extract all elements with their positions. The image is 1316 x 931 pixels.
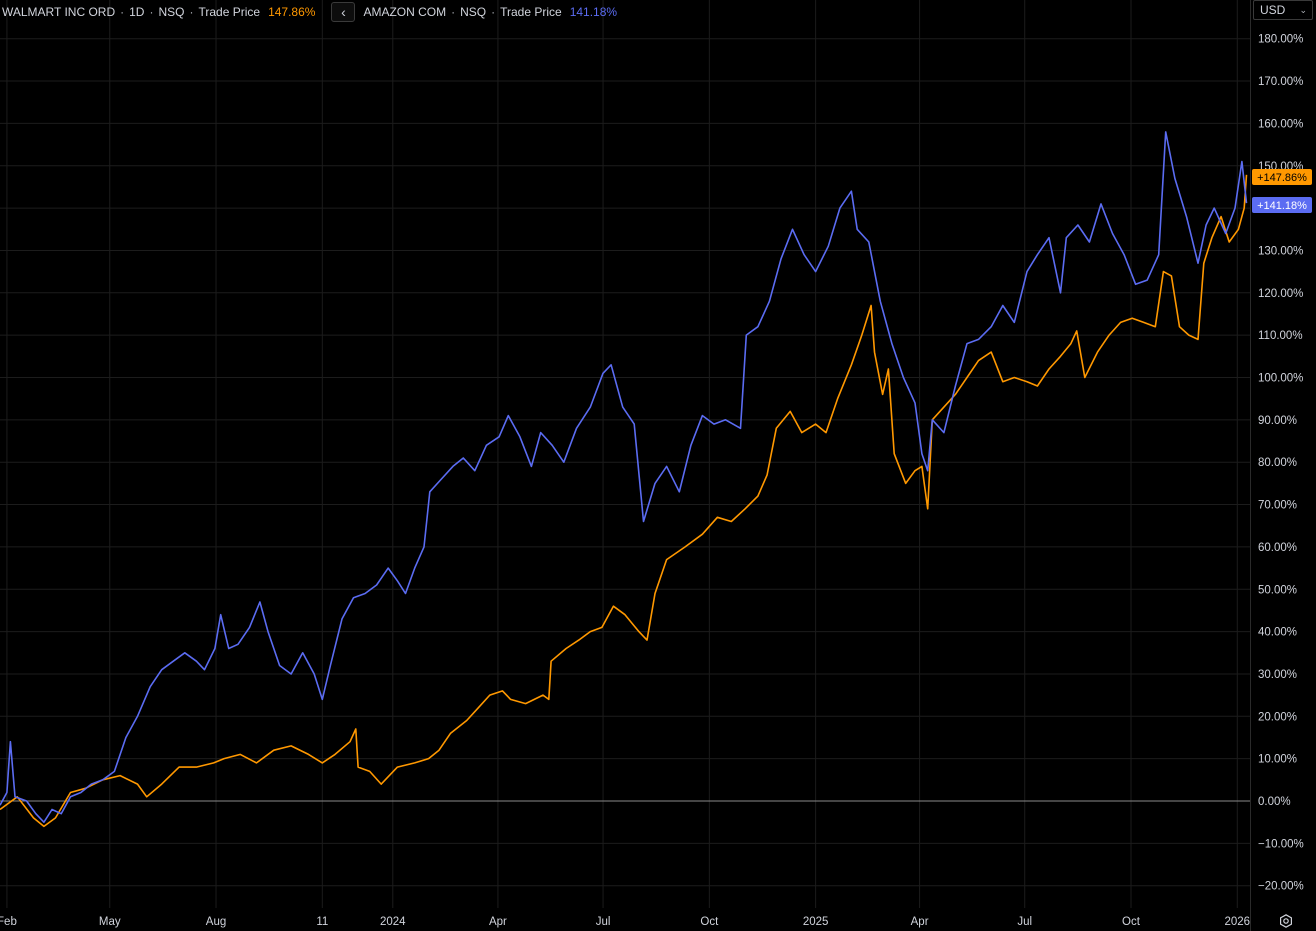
legend-walmart-interval[interactable]: 1D <box>129 5 145 19</box>
x-tick-label: Aug <box>206 916 226 928</box>
y-tick-label: 40.00% <box>1258 627 1297 639</box>
y-tick-label: 170.00% <box>1258 76 1303 88</box>
last-value-label-amazon: +141.18% <box>1252 197 1312 213</box>
last-value-label-walmart: +147.86% <box>1252 169 1312 185</box>
x-tick-label: 11 <box>316 916 328 928</box>
legend-bar: WALMART INC ORD · 1D · NSQ · Trade Price… <box>0 0 617 24</box>
y-tick-label: 0.00% <box>1258 796 1291 808</box>
last-value-text: +141.18% <box>1257 200 1307 212</box>
x-tick-label: Feb <box>0 916 17 928</box>
series-line-amazon <box>0 131 1248 824</box>
x-tick-label: Jul <box>1017 916 1032 928</box>
y-tick-label: −10.00% <box>1258 838 1304 850</box>
last-value-labels: +147.86% +141.18% <box>1252 169 1312 213</box>
x-tick-label: Oct <box>1122 916 1141 928</box>
y-tick-label: 130.00% <box>1258 245 1303 257</box>
legend-separator: · <box>189 5 194 19</box>
legend-walmart-symbol[interactable]: WALMART INC ORD <box>2 5 116 19</box>
last-value-badge <box>1252 197 1312 213</box>
chart-grid <box>0 0 1250 908</box>
x-tick-label: Apr <box>911 916 929 928</box>
y-tick-label: 30.00% <box>1258 669 1297 681</box>
chart-settings-button[interactable] <box>1276 911 1296 931</box>
y-tick-label: 20.00% <box>1258 711 1297 723</box>
legend-walmart-value: 147.86% <box>268 5 316 19</box>
last-value-badge <box>1252 169 1312 185</box>
series-layer <box>0 131 1248 828</box>
series-line-walmart <box>0 174 1248 828</box>
x-tick-label: Apr <box>489 916 507 928</box>
x-tick-label: May <box>99 916 121 928</box>
chevron-left-icon: ‹ <box>341 4 346 20</box>
legend-amazon-source: Trade Price <box>500 5 562 19</box>
legend-walmart-exchange: NSQ <box>158 5 185 19</box>
y-tick-label: 90.00% <box>1258 415 1297 427</box>
y-tick-label: 120.00% <box>1258 288 1303 300</box>
time-axis[interactable]: Feb May Aug 11 2024 Apr Jul Oct 2025 Apr Jul Oct 202… <box>0 916 1250 928</box>
legend-amazon-value: 141.18% <box>569 5 618 19</box>
y-tick-label: 10.00% <box>1258 754 1297 766</box>
y-tick-label: 110.00% <box>1258 330 1303 342</box>
legend-separator: · <box>491 5 496 19</box>
y-tick-label: 180.00% <box>1258 34 1303 46</box>
y-tick-label: 60.00% <box>1258 542 1297 554</box>
legend-amazon-symbol[interactable]: AMAZON COM <box>363 5 447 19</box>
currency-selector[interactable]: USD ⌄ <box>1253 0 1313 20</box>
x-tick-label: 2026 <box>1224 916 1250 928</box>
last-value-text: +147.86% <box>1257 172 1307 184</box>
legend-separator: · <box>451 5 456 19</box>
legend-collapse-button[interactable]: ‹ <box>331 2 356 22</box>
y-tick-label: −20.00% <box>1258 881 1304 893</box>
legend-walmart-source: Trade Price <box>198 5 261 19</box>
y-tick-label: 100.00% <box>1258 373 1303 385</box>
gear-icon <box>1280 914 1292 928</box>
y-tick-label: 160.00% <box>1258 118 1303 130</box>
y-tick-label: 70.00% <box>1258 500 1297 512</box>
legend-separator: · <box>120 5 125 19</box>
y-tick-label: 50.00% <box>1258 584 1297 596</box>
x-tick-label: 2024 <box>380 916 406 928</box>
currency-label: USD <box>1260 3 1286 17</box>
legend-amazon-exchange: NSQ <box>460 5 487 19</box>
chevron-down-icon: ⌄ <box>1299 4 1307 15</box>
x-tick-label: 2025 <box>803 916 829 928</box>
price-axis[interactable]: 180.00%170.00%160.00%150.00%140.00%130.0… <box>1258 34 1304 893</box>
x-tick-label: Jul <box>596 916 611 928</box>
x-tick-label: Oct <box>700 916 719 928</box>
y-tick-label: 80.00% <box>1258 457 1297 469</box>
legend-separator: · <box>149 5 154 19</box>
